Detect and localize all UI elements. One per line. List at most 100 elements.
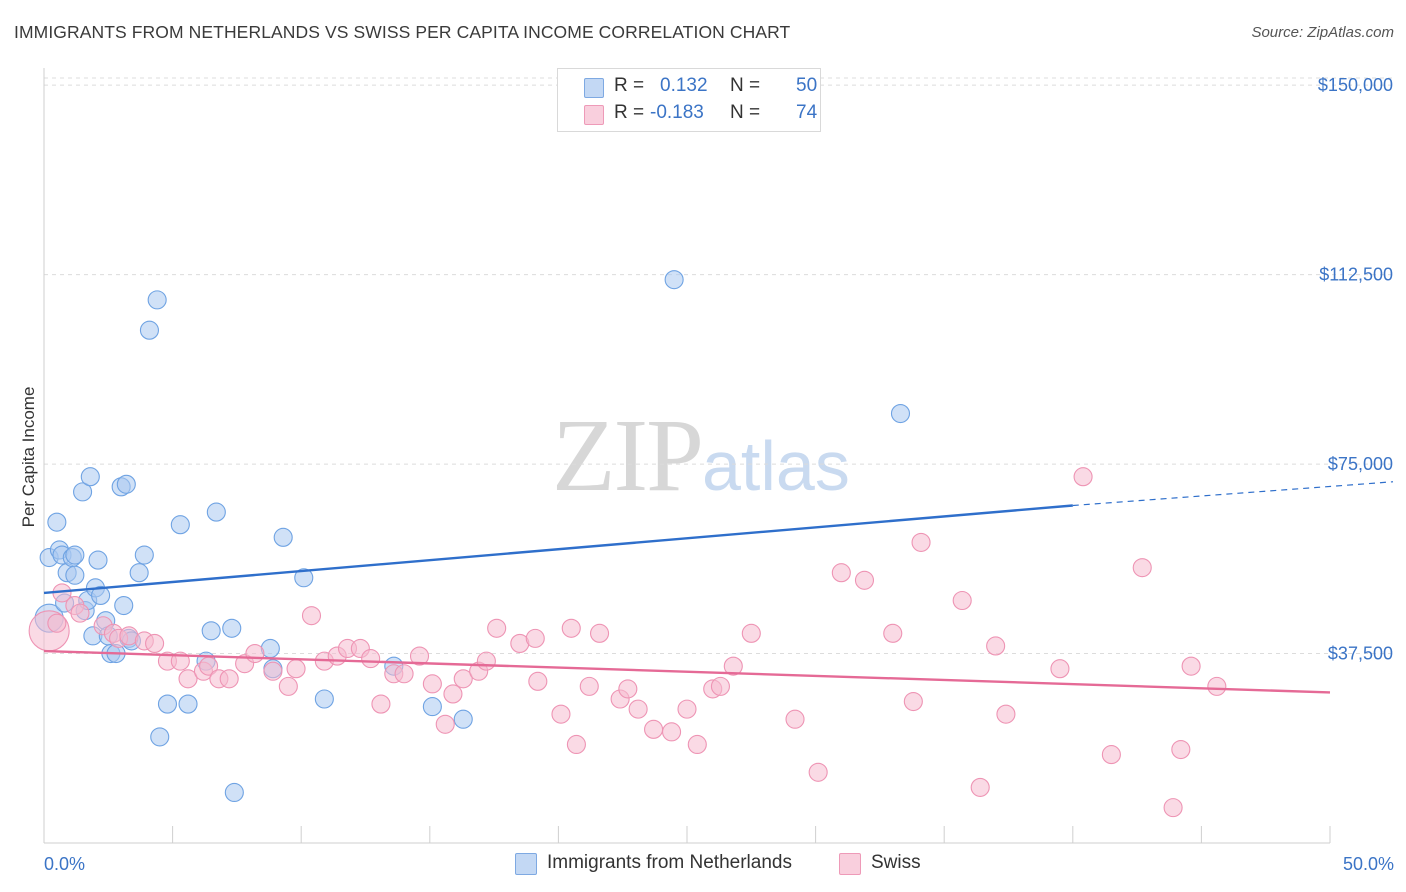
swiss-point xyxy=(723,656,743,676)
watermark-zip: ZIP xyxy=(552,398,704,513)
stats-legend: R = 0.132 N = 50 R = -0.183 N = 74 xyxy=(557,68,821,132)
swiss-point xyxy=(245,643,265,664)
swiss-point xyxy=(644,719,664,739)
swiss-point xyxy=(883,623,903,643)
netherlands-point xyxy=(129,563,149,583)
swiss-point xyxy=(1050,659,1070,679)
swiss-point xyxy=(1181,656,1201,676)
swiss-point xyxy=(145,633,165,653)
y-tick-label: $150,000 xyxy=(1318,75,1393,95)
netherlands-trend-line xyxy=(43,504,1073,595)
swiss-point xyxy=(278,676,298,696)
y-tick-labels: $37,500 $75,000 $112,500 $150,000 xyxy=(1318,75,1393,663)
swiss-point xyxy=(854,570,875,590)
chart-title: IMMIGRANTS FROM NETHERLANDS VS SWISS PER… xyxy=(14,22,791,42)
swiss-point xyxy=(1101,745,1121,765)
swiss-point xyxy=(687,734,707,755)
swiss-point xyxy=(1171,739,1191,760)
swiss-point xyxy=(178,669,198,689)
y-axis-label: Per Capita Income xyxy=(19,387,38,528)
netherlands-point xyxy=(222,618,242,638)
netherlands-point xyxy=(116,474,136,494)
swiss-point xyxy=(371,694,391,714)
swiss-point xyxy=(47,613,67,633)
grid-lines xyxy=(44,77,1395,655)
swiss-point xyxy=(590,623,610,643)
x-tick-labels: 0.0% 50.0% xyxy=(44,854,1394,874)
netherlands-point xyxy=(134,545,154,565)
swiss-point xyxy=(453,669,473,689)
bottom-legend-swatch-swiss xyxy=(839,853,861,875)
swiss-point xyxy=(443,684,463,704)
legend-r-label: R = xyxy=(614,75,645,96)
legend-swatch-swiss xyxy=(584,105,604,125)
netherlands-point xyxy=(201,621,221,641)
swiss-point xyxy=(566,734,586,755)
trend-lines xyxy=(43,481,1394,694)
netherlands-point xyxy=(47,512,67,532)
legend-swatch-netherlands xyxy=(584,78,604,98)
swiss-point xyxy=(808,762,828,782)
swiss-point xyxy=(551,704,571,724)
swiss-point xyxy=(903,691,923,712)
netherlands-point xyxy=(664,270,684,290)
bottom-legend-swatch-netherlands xyxy=(515,853,537,875)
swiss-point xyxy=(487,618,507,638)
swiss-point xyxy=(70,603,90,623)
legend-n-value: 50 xyxy=(796,75,818,96)
netherlands-point xyxy=(150,727,170,747)
netherlands-point xyxy=(114,595,134,616)
netherlands-point xyxy=(65,545,85,565)
swiss-point xyxy=(394,664,414,684)
swiss-point xyxy=(579,676,599,696)
netherlands-point xyxy=(147,290,167,310)
netherlands-point xyxy=(273,527,293,547)
netherlands-point xyxy=(91,585,111,605)
swiss-point xyxy=(435,714,455,734)
swiss-point xyxy=(1132,558,1152,578)
x-tick-label: 50.0% xyxy=(1343,854,1394,874)
swiss-point xyxy=(561,618,581,638)
netherlands-point xyxy=(73,482,93,502)
swiss-point xyxy=(1207,676,1227,696)
swiss-point xyxy=(785,709,805,729)
swiss-point xyxy=(677,699,697,719)
netherlands-point xyxy=(422,697,442,717)
swiss-point xyxy=(831,563,851,583)
swiss-point xyxy=(525,628,545,648)
netherlands-trend-extension xyxy=(1072,481,1394,507)
source-label: Source: ZipAtlas.com xyxy=(1251,24,1394,41)
netherlands-point xyxy=(139,320,160,340)
swiss-point xyxy=(409,646,430,666)
legend-r-value: -0.183 xyxy=(650,102,704,123)
legend-r-label: R = xyxy=(614,102,645,123)
netherlands-point xyxy=(80,467,100,487)
netherlands-point xyxy=(294,568,314,588)
legend-n-label: N = xyxy=(730,75,761,96)
swiss-point xyxy=(1073,467,1093,487)
y-tick-label: $112,500 xyxy=(1319,265,1393,285)
netherlands-point xyxy=(88,550,108,570)
swiss-trend-line xyxy=(43,649,1331,694)
y-tick-label: $75,000 xyxy=(1328,454,1393,474)
bottom-legend-label-netherlands: Immigrants from Netherlands xyxy=(547,852,792,873)
axes xyxy=(43,68,1331,844)
netherlands-point xyxy=(890,404,911,424)
netherlands-point xyxy=(65,565,85,585)
y-tick-label: $37,500 xyxy=(1328,644,1393,664)
watermark: ZIPatlas xyxy=(552,396,850,515)
netherlands-point xyxy=(170,515,190,535)
bottom-legend-label-swiss: Swiss xyxy=(871,852,921,873)
swiss-point xyxy=(911,532,931,552)
swiss-point xyxy=(263,661,283,681)
swiss-point xyxy=(628,699,648,719)
swiss-point xyxy=(286,659,306,679)
swiss-point xyxy=(301,606,322,626)
swiss-point xyxy=(952,590,972,611)
swiss-point xyxy=(422,674,442,694)
swiss-point xyxy=(986,636,1006,656)
legend-n-value: 74 xyxy=(796,102,818,123)
swiss-point xyxy=(361,649,381,669)
swiss-point xyxy=(710,676,730,696)
